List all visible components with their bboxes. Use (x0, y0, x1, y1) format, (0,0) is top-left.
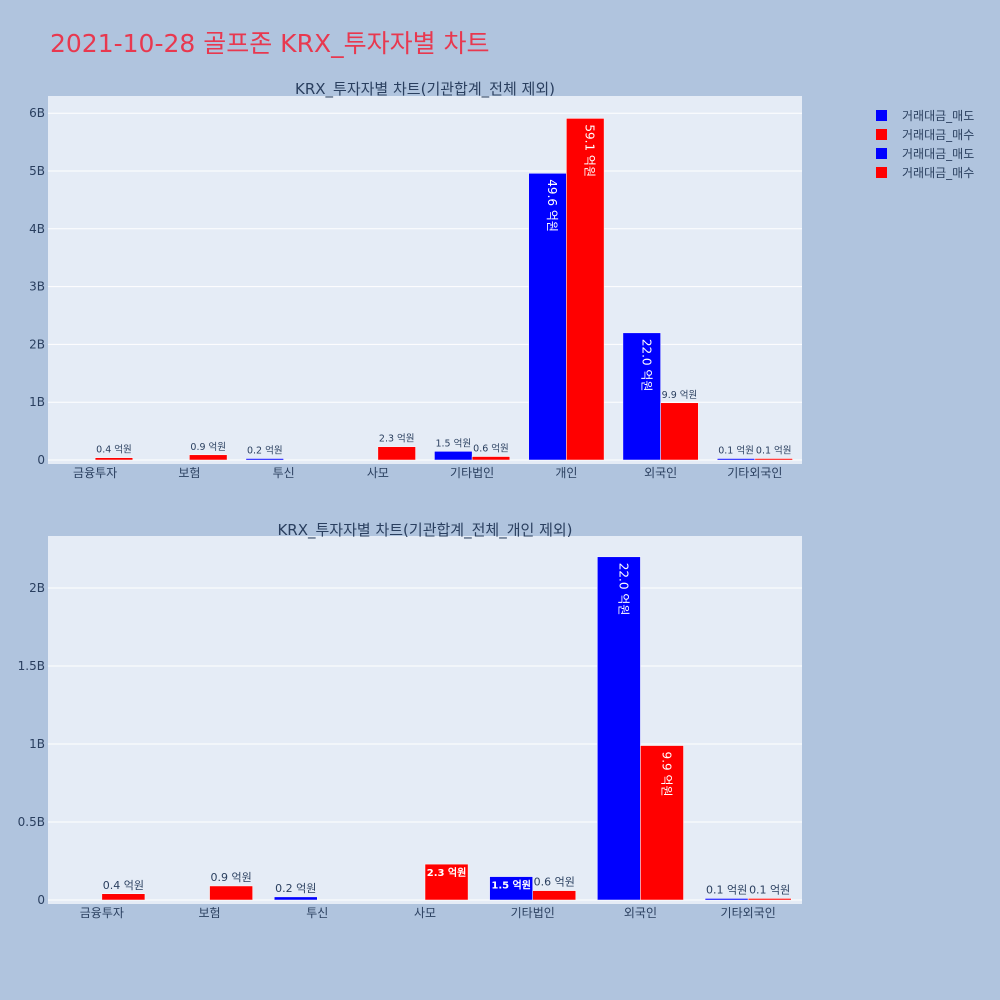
bar (424, 863, 469, 901)
data-label: 0.6 억원 (473, 443, 509, 455)
data-label: 1.5 억원 (435, 437, 471, 449)
bar (716, 458, 756, 461)
bar (747, 898, 792, 901)
data-label: 22.0 억원 (639, 339, 653, 392)
legend-item[interactable]: 거래대금_매도 (876, 106, 974, 125)
data-label: 0.1 억원 (756, 445, 792, 457)
data-label: 49.6 억원 (545, 179, 559, 232)
bar (245, 458, 284, 461)
legend-label: 거래대금_매수 (902, 166, 975, 180)
data-label: 22.0 억원 (616, 563, 630, 616)
chart-title: KRX_투자자별 차트(기관합계_전체 제외) (295, 80, 555, 99)
bar (640, 745, 684, 901)
bar (273, 896, 318, 901)
data-label: 59.1 억원 (583, 124, 597, 177)
x-tick-label: 투신 (306, 906, 328, 920)
y-tick-label: 0 (37, 893, 45, 907)
data-label: 9.9 억원 (662, 389, 698, 401)
legend-label: 거래대금_매도 (902, 147, 975, 161)
legend-swatch (876, 167, 887, 178)
bar (471, 456, 511, 461)
data-label: 9.9 억원 (659, 752, 673, 797)
x-tick-label: 기타외국인 (727, 466, 782, 480)
x-tick-label: 보험 (178, 466, 200, 480)
bar (94, 457, 134, 461)
data-label: 0.1 억원 (706, 883, 747, 896)
x-tick-label: 외국인 (624, 906, 657, 920)
data-label: 1.5 억원 (491, 879, 531, 892)
y-tick-label: 4B (29, 222, 45, 236)
y-tick-label: 0 (37, 453, 45, 467)
x-tick-label: 사모 (414, 906, 436, 920)
legend-swatch (876, 129, 887, 140)
x-tick-label: 투신 (273, 466, 295, 480)
legend-label: 거래대금_매수 (902, 128, 975, 142)
bar (101, 893, 146, 901)
bar (566, 118, 605, 461)
data-label: 0.1 억원 (718, 445, 754, 457)
y-tick-label: 1.5B (18, 659, 45, 673)
x-tick-label: 개인 (555, 466, 577, 480)
bar (597, 556, 641, 901)
legend-label: 거래대금_매도 (902, 109, 975, 123)
page-title: 2021-10-28 골프존 KRX_투자자별 차트 (50, 29, 490, 58)
x-tick-label: 기타외국인 (721, 906, 776, 920)
y-tick-label: 2B (29, 337, 45, 351)
x-tick-label: 기타법인 (450, 466, 494, 480)
data-label: 2.3 억원 (379, 433, 415, 445)
x-tick-label: 금융투자 (73, 466, 117, 480)
data-label: 0.9 억원 (210, 871, 251, 884)
plot-area (48, 536, 802, 904)
bar (434, 451, 473, 461)
data-label: 0.1 억원 (749, 883, 790, 896)
legend-swatch (876, 110, 887, 121)
y-tick-label: 2B (29, 581, 45, 595)
bar (209, 885, 253, 901)
y-tick-label: 1B (29, 395, 45, 409)
x-tick-label: 사모 (367, 466, 389, 480)
bar (528, 173, 567, 461)
y-tick-label: 5B (29, 164, 45, 178)
y-tick-label: 6B (29, 106, 45, 120)
bar (704, 898, 749, 901)
data-label: 0.2 억원 (275, 882, 316, 895)
x-tick-label: 보험 (199, 906, 221, 920)
x-tick-label: 기타법인 (511, 906, 555, 920)
bar (754, 458, 793, 461)
bar (377, 446, 416, 461)
y-tick-label: 3B (29, 280, 45, 294)
chart-title: KRX_투자자별 차트(기관합계_전체_개인 제외) (277, 521, 572, 540)
bar (532, 890, 577, 901)
y-tick-label: 1B (29, 737, 45, 751)
legend-item[interactable]: 거래대금_매수 (876, 163, 974, 182)
data-label: 0.2 억원 (247, 445, 283, 457)
x-tick-label: 외국인 (644, 466, 677, 480)
y-tick-label: 0.5B (18, 815, 45, 829)
bar (660, 402, 699, 461)
data-label: 0.9 억원 (190, 441, 226, 453)
data-label: 0.4 억원 (103, 879, 144, 892)
data-label: 0.6 억원 (534, 876, 575, 889)
legend-item[interactable]: 거래대금_매수 (876, 125, 974, 144)
legend-swatch (876, 148, 887, 159)
bar (189, 454, 228, 461)
legend-item[interactable]: 거래대금_매도 (876, 144, 974, 163)
x-tick-label: 금융투자 (80, 906, 124, 920)
legend[interactable]: 거래대금_매도 거래대금_매수 거래대금_매도 거래대금_매수 (876, 106, 974, 182)
data-label: 2.3 억원 (427, 866, 467, 879)
bar (622, 332, 661, 461)
data-label: 0.4 억원 (96, 444, 132, 456)
bar (489, 876, 533, 901)
